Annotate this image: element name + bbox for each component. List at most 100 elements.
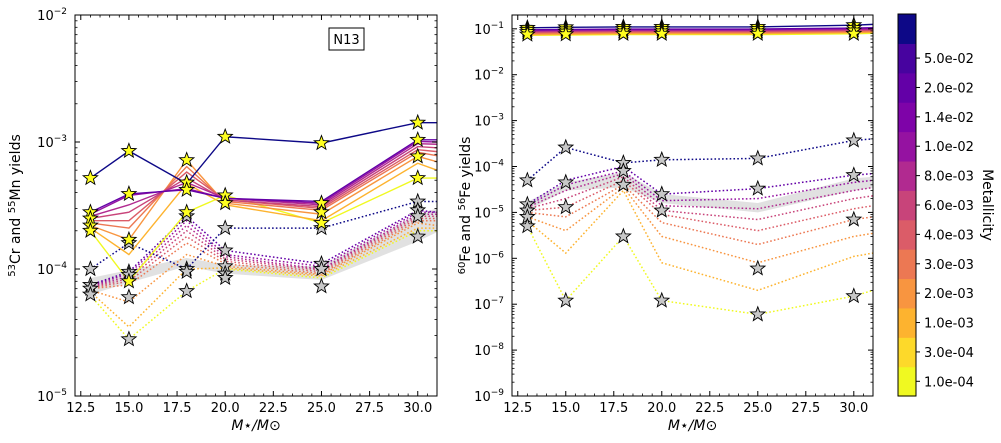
colorbar-tick-label: 1.0e-03 [924,317,974,332]
gray-star-marker [120,330,138,347]
gray-star-marker [749,179,767,196]
gray-star-marker [120,288,138,305]
colorbar-tick-label: 5.0e-02 [924,52,974,67]
y-tick-label: 10−4 [37,261,67,278]
colorbar-tick-label: 2.0e-03 [924,287,974,302]
y-tick-exponent: −2 [54,7,67,17]
gray-star-marker [81,285,99,302]
yellow-star-marker [518,25,536,42]
x-tick-label: 25.0 [743,401,772,416]
colorbar-label: Metallicity [979,169,995,241]
yellow-star-marker [120,185,138,202]
y-tick-exponent: −1 [491,21,504,31]
gray-star-marker [614,227,632,244]
gray-star-marker [313,260,330,277]
y-tick-base: 10 [474,69,491,84]
yellow-star-marker [409,130,427,148]
y-label-isotope-1: 60 [457,262,468,275]
gray-spread-band [527,172,873,213]
gray-star-marker [749,149,767,166]
x-tick-label: 25.0 [307,401,336,416]
x-tick-label: 30.0 [839,401,868,416]
gray-star-marker [216,219,234,236]
gray-star-marker [313,277,330,294]
y-label-element-2: Mn yields [8,134,24,200]
gray-star-marker [313,219,330,236]
gray-star-marker [216,269,234,286]
y-tick-label: 10−9 [474,388,504,405]
x-tick-label: 22.5 [695,401,724,416]
gray-star-marker [81,260,99,277]
y-tick-exponent: −8 [491,342,505,352]
gray-star-marker [614,162,632,179]
yellow-star-marker [216,194,234,211]
y-tick-label: 10−8 [474,342,504,359]
y-tick-exponent: −3 [491,113,504,123]
yellow-star-marker [313,134,330,151]
y-tick-base: 10 [37,263,54,278]
colorbar-tick-label: 2.0e-02 [924,81,974,96]
colorbar-tick-label: 1.4e-02 [924,111,974,126]
yellow-star-marker [178,203,196,220]
yellow-star-marker [81,169,99,186]
gray-star-marker [216,241,234,258]
gray-star-marker [845,166,863,183]
colorbar-tick-label: 1.0e-04 [924,375,974,390]
y-tick-label: 10−7 [474,296,504,313]
metallicity-colorbar: 1.0e-04 3.0e-04 1.0e-03 2.0e-03 3.0e-03 4.0e-… [897,13,995,397]
gray-star-marker [518,171,536,188]
axes-frame [74,14,438,397]
x-tick-label: 15.0 [551,401,580,416]
y-tick-label: 10−5 [37,388,67,405]
colorbar-tick-label: 8.0e-03 [924,170,974,185]
x-tick-label: 20.0 [211,401,240,416]
colorbar-tick-label: 3.0e-03 [924,258,974,273]
y-tick-label: 10−3 [474,113,504,130]
yellow-star-marker [749,24,767,41]
y-tick-exponent: −5 [54,388,67,398]
y-label-element-2: Fe yields [458,137,474,198]
yellow-star-marker [557,25,575,42]
colorbar-band [898,249,916,280]
gray-star-marker [178,262,196,280]
y-tick-base: 10 [474,298,491,313]
y-axis-label: 60Fe and 56Fe yields [457,137,474,275]
x-tick-label: 22.5 [259,401,288,416]
colorbar-band [898,102,916,133]
y-tick-label: 10−5 [474,204,504,221]
y-tick-exponent: −2 [491,67,504,77]
gray-star-marker [653,201,671,218]
x-tick-label: 17.5 [599,401,628,416]
x-tick-label: 27.5 [355,401,384,416]
y-tick-label: 10−1 [474,21,504,38]
y-tick-base: 10 [474,206,491,221]
series-line-dotted-z3 [527,183,873,246]
colorbar-band [898,14,916,44]
y-tick-label: 10−2 [474,67,504,84]
colorbar-tick-label: 3.0e-04 [924,346,974,361]
series-line-dotted-z6 [527,172,873,210]
gray-star-marker [557,198,575,215]
gray-star-marker [409,207,427,224]
y-tick-exponent: −5 [491,204,504,214]
annotation-label: N13 [333,33,359,48]
y-label-element-1: Fe and [458,211,474,262]
y-tick-base: 10 [37,9,54,24]
annotation-box [328,27,365,51]
x-tick-label: 12.5 [66,401,95,416]
yellow-star-marker [409,147,427,164]
y-tick-base: 10 [474,390,491,405]
x-tick-label: 12.5 [503,401,532,416]
x-axis-label: M⋆/M⊙ [668,418,717,434]
colorbar-band [898,337,916,368]
gray-star-marker [178,282,196,299]
x-tick-label: 27.5 [791,401,820,416]
colorbar-band [898,307,916,338]
series-line-dotted-z2 [90,222,437,303]
x-tick-label: 17.5 [163,401,192,416]
gray-star-marker [653,150,671,167]
gray-star-marker [845,131,863,148]
plot-area [81,113,437,347]
gray-star-marker [653,185,671,202]
